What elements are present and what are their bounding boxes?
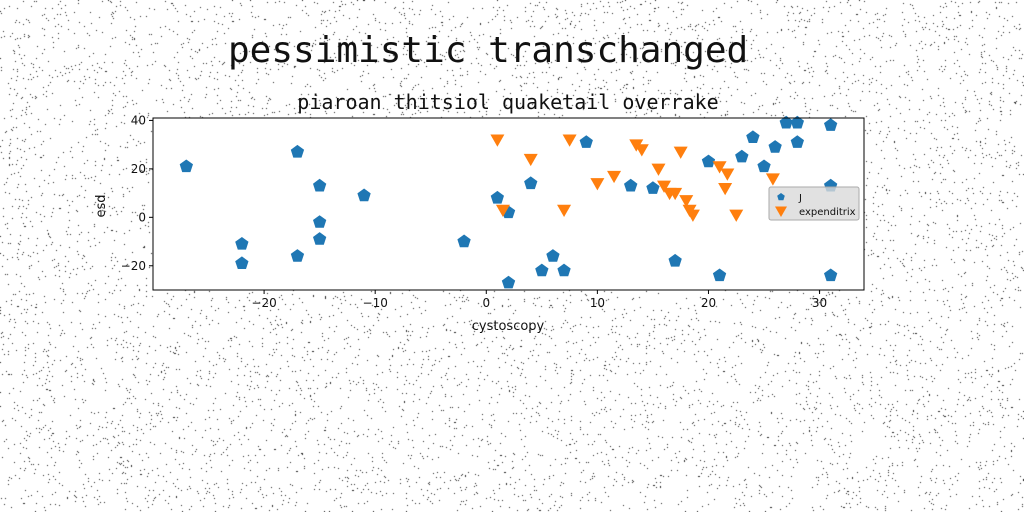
- point-j: [235, 237, 249, 250]
- point-j: [790, 135, 804, 148]
- point-expenditrix: [712, 161, 727, 174]
- y-tick-label: 0: [138, 210, 146, 224]
- point-j: [524, 176, 538, 190]
- point-j: [668, 253, 682, 267]
- point-j: [712, 268, 727, 282]
- y-tick-label: −20: [121, 259, 146, 273]
- legend-entry: expenditrix: [799, 207, 856, 218]
- point-j: [313, 232, 327, 245]
- point-j: [290, 144, 305, 158]
- point-j: [824, 118, 838, 131]
- point-expenditrix: [607, 170, 622, 184]
- point-expenditrix: [720, 168, 735, 181]
- point-expenditrix: [657, 180, 672, 193]
- axis-ticks: −20 −10 0 10 20 30 −20 0 20 40: [121, 113, 828, 310]
- point-expenditrix: [668, 187, 683, 201]
- point-j: [357, 188, 371, 202]
- point-j: [313, 178, 327, 192]
- x-axis-label: cystoscopy: [472, 319, 545, 334]
- point-expenditrix: [718, 183, 733, 196]
- data-markers: [179, 115, 838, 289]
- point-j: [313, 215, 327, 228]
- point-expenditrix: [765, 173, 780, 186]
- point-j: [701, 154, 716, 168]
- y-tick-label: 20: [131, 162, 146, 176]
- point-j: [624, 178, 638, 192]
- point-expenditrix: [562, 134, 577, 147]
- point-j: [579, 135, 593, 148]
- x-tick-label: 10: [590, 296, 605, 310]
- point-j: [746, 130, 760, 143]
- x-tick-label: 0: [482, 296, 490, 310]
- point-j: [457, 234, 471, 248]
- point-expenditrix: [590, 178, 605, 191]
- legend-marker: [777, 193, 785, 201]
- y-axis-label: esd: [94, 194, 109, 217]
- point-j: [790, 115, 804, 129]
- point-expenditrix: [673, 146, 688, 159]
- point-expenditrix: [634, 144, 649, 157]
- legend-box: [768, 186, 860, 221]
- x-tick-label: 20: [701, 296, 716, 310]
- point-j: [490, 190, 504, 204]
- x-tick-label: 30: [812, 296, 827, 310]
- figure-suptitle: pessimistic transchanged: [228, 30, 749, 71]
- point-j: [179, 159, 193, 173]
- point-expenditrix: [490, 134, 505, 147]
- point-j: [768, 140, 782, 153]
- point-j: [646, 181, 660, 194]
- point-expenditrix: [651, 163, 666, 176]
- legend-entry: J: [798, 193, 802, 204]
- plot-frame: [152, 117, 865, 291]
- x-tick-label: −20: [251, 296, 276, 310]
- point-j: [735, 149, 749, 163]
- point-expenditrix: [495, 204, 510, 218]
- y-tick-label: 40: [131, 113, 146, 127]
- plot-area: [153, 118, 864, 290]
- x-tick-label: −10: [363, 296, 388, 310]
- point-expenditrix: [729, 209, 744, 222]
- point-j: [535, 263, 549, 277]
- point-j: [501, 275, 516, 289]
- point-j: [235, 256, 249, 269]
- point-j: [546, 249, 560, 262]
- point-expenditrix: [557, 204, 572, 218]
- point-j: [290, 249, 305, 262]
- legend-marker: [775, 206, 787, 217]
- point-j: [557, 263, 571, 277]
- point-j: [779, 115, 793, 129]
- chart-title: piaroan thitsiol quaketail overrake: [297, 90, 718, 114]
- point-expenditrix: [679, 195, 694, 208]
- point-expenditrix: [523, 153, 538, 167]
- point-j: [757, 159, 771, 173]
- point-j: [824, 268, 838, 282]
- point-expenditrix: [685, 209, 700, 222]
